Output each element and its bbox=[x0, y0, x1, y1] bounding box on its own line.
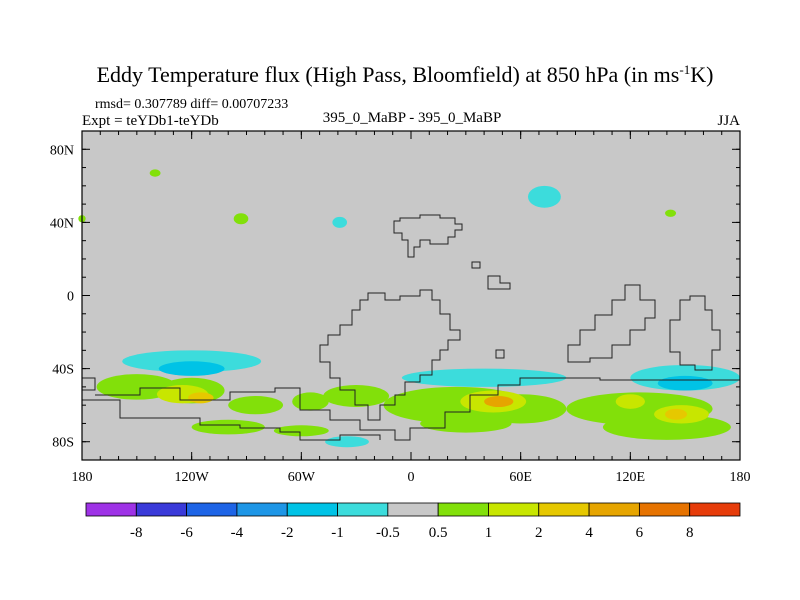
stats-label: rmsd= 0.307789 diff= 0.00707233 bbox=[95, 97, 288, 112]
colorbar-swatch bbox=[437, 502, 489, 517]
axis-ticks: 180 120W 60W 0 60E 120E 180 80N 40N 0 40S 80S bbox=[50, 130, 751, 485]
contour-blob bbox=[615, 394, 645, 409]
contour-blob bbox=[665, 209, 677, 217]
contour-blob bbox=[484, 396, 514, 407]
y-tick-label: 0 bbox=[67, 290, 74, 305]
colorbar-swatch bbox=[337, 502, 389, 517]
chart-title-end: K) bbox=[690, 62, 713, 87]
experiment-label: Expt = teYDb1-teYDb bbox=[82, 113, 219, 129]
y-tick-label: 80S bbox=[52, 436, 74, 451]
contour-blob bbox=[191, 419, 265, 435]
outline-small-island bbox=[495, 349, 505, 359]
outline-islet-2 bbox=[487, 275, 511, 290]
colorbar-swatch bbox=[135, 502, 188, 517]
colorbar-label: 8 bbox=[686, 525, 694, 541]
x-tick-label: 60E bbox=[509, 470, 532, 485]
outline-southern-boundary bbox=[82, 377, 740, 441]
contour-blob bbox=[292, 392, 329, 411]
colorbar-swatch bbox=[85, 502, 137, 517]
x-tick-label: 180 bbox=[72, 470, 93, 485]
contour-blob bbox=[149, 169, 161, 177]
y-tick-label: 80N bbox=[50, 143, 74, 158]
x-tick-label: 60W bbox=[288, 470, 316, 485]
x-tick-label: 120E bbox=[616, 470, 646, 485]
outline-east-landmass bbox=[567, 284, 656, 363]
contour-blob bbox=[273, 425, 329, 437]
colorbar-label: 2 bbox=[535, 525, 543, 541]
colorbar-label: -2 bbox=[281, 525, 294, 541]
contour-blob bbox=[188, 392, 214, 404]
center-label: 395_0_MaBP - 395_0_MaBP bbox=[323, 110, 502, 126]
colorbar-label: 0.5 bbox=[429, 525, 448, 541]
contour-blob bbox=[420, 414, 512, 433]
colorbar-label: -1 bbox=[331, 525, 344, 541]
contour-blob bbox=[325, 436, 369, 448]
outline-central-continent bbox=[319, 289, 461, 421]
contour-blob bbox=[401, 368, 567, 387]
contour-blob bbox=[122, 350, 262, 373]
colorbar-swatch bbox=[689, 502, 741, 517]
landmass-outlines bbox=[82, 214, 740, 441]
contour-blob bbox=[527, 185, 561, 208]
colorbar-swatch bbox=[588, 502, 640, 517]
y-tick-label: 40N bbox=[50, 216, 74, 231]
colorbar-label: 4 bbox=[585, 525, 593, 541]
colorbar-swatch bbox=[286, 502, 338, 517]
colorbar-label: -6 bbox=[180, 525, 193, 541]
y-tick-label: 40S bbox=[52, 363, 74, 378]
colorbar-swatch bbox=[186, 502, 238, 517]
colorbar-swatch bbox=[236, 502, 288, 517]
contour-blob bbox=[657, 375, 713, 391]
outline-north-island bbox=[393, 214, 463, 258]
colorbar-label: -4 bbox=[231, 525, 244, 541]
season-label: JJA bbox=[717, 113, 740, 129]
contour-blob bbox=[665, 408, 687, 420]
colorbar-label: 6 bbox=[636, 525, 644, 541]
contour-blob bbox=[332, 216, 348, 228]
colorbar: -8 -6 -4 -2 -1 -0.5 0.5 1 2 4 6 8 bbox=[85, 502, 741, 541]
x-tick-label: 180 bbox=[730, 470, 751, 485]
contour-fill-layer bbox=[78, 169, 741, 448]
chart-title-superscript: -1 bbox=[679, 62, 690, 77]
contour-blob bbox=[233, 213, 249, 225]
colorbar-swatch bbox=[538, 502, 590, 517]
outline-islet-1 bbox=[471, 261, 481, 269]
x-tick-label: 120W bbox=[175, 470, 210, 485]
contour-blob bbox=[228, 396, 284, 415]
colorbar-label: -0.5 bbox=[376, 525, 400, 541]
outline-far-east-landmass bbox=[669, 295, 721, 371]
x-tick-label: 0 bbox=[408, 470, 415, 485]
chart-title-main: Eddy Temperature flux (High Pass, Bloomf… bbox=[97, 62, 680, 87]
contour-blob bbox=[158, 361, 225, 376]
colorbar-swatch bbox=[638, 502, 691, 517]
colorbar-label: -8 bbox=[130, 525, 143, 541]
colorbar-swatch bbox=[488, 502, 540, 517]
contour-blob bbox=[323, 385, 390, 407]
colorbar-swatch bbox=[387, 502, 439, 517]
map-panel: 180 120W 60W 0 60E 120E 180 80N 40N 0 40S 80S bbox=[50, 130, 751, 485]
contour-blob bbox=[96, 374, 178, 400]
colorbar-label: 1 bbox=[485, 525, 493, 541]
chart-title: Eddy Temperature flux (High Pass, Bloomf… bbox=[97, 62, 714, 87]
